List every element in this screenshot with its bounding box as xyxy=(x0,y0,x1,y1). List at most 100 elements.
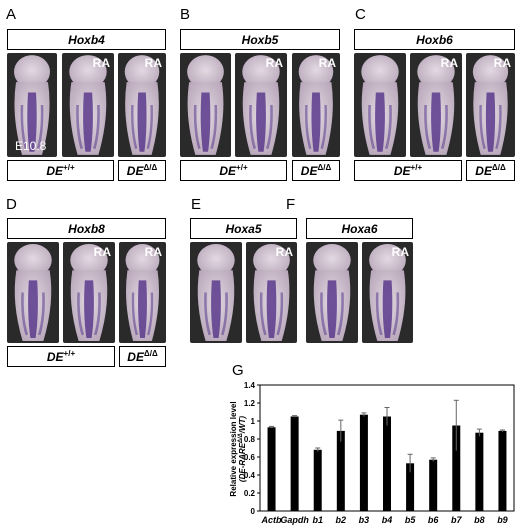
genotype-box-wt: DE+/+ xyxy=(7,346,115,367)
genotype-box-wt: DE+/+ xyxy=(180,160,287,181)
embryo-image-hoxa5-wt-ra: RA xyxy=(246,242,297,343)
embryo-illustration xyxy=(7,53,57,157)
embryo-illustration xyxy=(180,53,231,157)
ra-label: RA xyxy=(318,56,336,70)
gene-name: Hoxb5 xyxy=(241,32,279,47)
genotype-label: DE+/+ xyxy=(46,349,76,364)
y-tick-label: 0.4 xyxy=(244,471,256,480)
embryo-illustration xyxy=(354,53,406,157)
embryo-image-hoxb4-wt: E10.8 xyxy=(7,53,57,157)
embryo-illustration xyxy=(466,53,515,157)
ra-label: RA xyxy=(275,245,293,259)
embryo-illustration xyxy=(235,53,287,157)
x-tick-label: b1 xyxy=(312,515,323,525)
panel-label-g: G xyxy=(232,362,244,379)
y-tick-label: 1 xyxy=(251,417,256,426)
ra-label: RA xyxy=(265,56,283,70)
x-tick-label: b2 xyxy=(336,515,347,525)
embryo-illustration xyxy=(118,53,166,157)
gene-box-hoxb6: Hoxb6 xyxy=(354,29,515,50)
stage-label: E10.8 xyxy=(15,139,47,153)
x-tick-label: b9 xyxy=(497,515,508,525)
bar-b4 xyxy=(383,416,391,511)
panel-label-f: F xyxy=(286,196,296,213)
x-tick-label: b7 xyxy=(451,515,462,525)
ra-label: RA xyxy=(144,245,162,259)
x-tick-label: b6 xyxy=(428,515,439,525)
genotype-box-wt: DE+/+ xyxy=(7,160,114,181)
genotype-label: DEΔ/Δ xyxy=(126,163,158,178)
bar-b2 xyxy=(336,430,345,511)
genotype-label: DE+/+ xyxy=(393,163,423,178)
embryo-image-hoxb8-wt xyxy=(7,242,59,343)
gene-name: Hoxb4 xyxy=(68,32,105,47)
embryo-illustration xyxy=(190,242,242,343)
panel-label-a: A xyxy=(6,6,17,23)
gene-name: Hoxb6 xyxy=(416,32,453,47)
gene-box-hoxb4: Hoxb4 xyxy=(7,29,166,50)
y-tick-label: 0 xyxy=(251,507,256,516)
x-tick-label: b4 xyxy=(382,515,393,525)
x-tick-label: Gapdh xyxy=(280,515,309,525)
y-tick-label: 1.4 xyxy=(244,381,256,390)
embryo-illustration xyxy=(7,242,59,343)
ra-label: RA xyxy=(493,56,511,70)
genotype-box-mutant: DEΔ/Δ xyxy=(118,160,166,181)
embryo-image-hoxb8-mut-ra: RA xyxy=(119,242,166,343)
embryo-illustration xyxy=(246,242,297,343)
gene-box-hoxb8: Hoxb8 xyxy=(7,218,166,239)
bar-b5 xyxy=(406,463,415,511)
genotype-box-mutant: DEΔ/Δ xyxy=(466,160,515,181)
gene-box-hoxa6: Hoxa6 xyxy=(306,218,413,239)
panel-label-d: D xyxy=(6,196,17,213)
embryo-image-hoxb5-wt xyxy=(180,53,231,157)
embryo-image-hoxb6-wt-ra: RA xyxy=(410,53,462,157)
embryo-image-hoxb4-mut-ra: RA xyxy=(118,53,166,157)
embryo-image-hoxa6-wt-ra: RA xyxy=(362,242,413,343)
x-tick-label: b3 xyxy=(359,515,370,525)
ra-label: RA xyxy=(93,245,111,259)
ra-label: RA xyxy=(440,56,458,70)
y-axis-label: Relative expression level xyxy=(229,401,238,496)
y-tick-label: 0.2 xyxy=(244,489,256,498)
embryo-image-hoxb4-wt-ra: RA xyxy=(62,53,114,157)
bar-actb xyxy=(267,427,276,511)
genotype-label: DEΔ/Δ xyxy=(300,163,332,178)
x-tick-label: Actb xyxy=(261,515,283,525)
gene-box-hoxa5: Hoxa5 xyxy=(190,218,297,239)
y-tick-label: 0.8 xyxy=(244,435,256,444)
embryo-illustration xyxy=(362,242,413,343)
bar-gapdh xyxy=(290,416,299,511)
embryo-image-hoxb6-wt xyxy=(354,53,406,157)
x-tick-label: b5 xyxy=(405,515,416,525)
embryo-illustration xyxy=(410,53,462,157)
gene-name: Hoxb8 xyxy=(68,221,105,236)
embryo-image-hoxb6-mut-ra: RA xyxy=(466,53,515,157)
embryo-illustration xyxy=(292,53,340,157)
bar-b6 xyxy=(429,459,438,511)
gene-name: Hoxa6 xyxy=(341,221,378,236)
genotype-box-wt: DE+/+ xyxy=(354,160,462,181)
embryo-image-hoxb8-wt-ra: RA xyxy=(63,242,115,343)
bar-b8 xyxy=(475,432,484,511)
embryo-illustration xyxy=(306,242,358,343)
x-tick-label: b8 xyxy=(474,515,485,525)
genotype-label: DEΔ/Δ xyxy=(127,349,158,364)
panel-label-e: E xyxy=(191,196,202,213)
bar-b9 xyxy=(498,430,507,511)
bar-b3 xyxy=(359,414,368,511)
y-tick-label: 0.6 xyxy=(244,453,256,462)
bar-b1 xyxy=(313,449,322,511)
genotype-label: DE+/+ xyxy=(46,163,75,178)
embryo-image-hoxb5-mut-ra: RA xyxy=(292,53,340,157)
bar-b7 xyxy=(452,425,461,511)
ra-label: RA xyxy=(391,245,409,259)
embryo-image-hoxa5-wt xyxy=(190,242,242,343)
gene-name: Hoxa5 xyxy=(225,221,262,236)
embryo-illustration xyxy=(62,53,114,157)
ra-label: RA xyxy=(92,56,110,70)
panel-label-c: C xyxy=(355,6,366,23)
genotype-label: DE+/+ xyxy=(219,163,248,178)
genotype-box-mutant: DEΔ/Δ xyxy=(292,160,340,181)
